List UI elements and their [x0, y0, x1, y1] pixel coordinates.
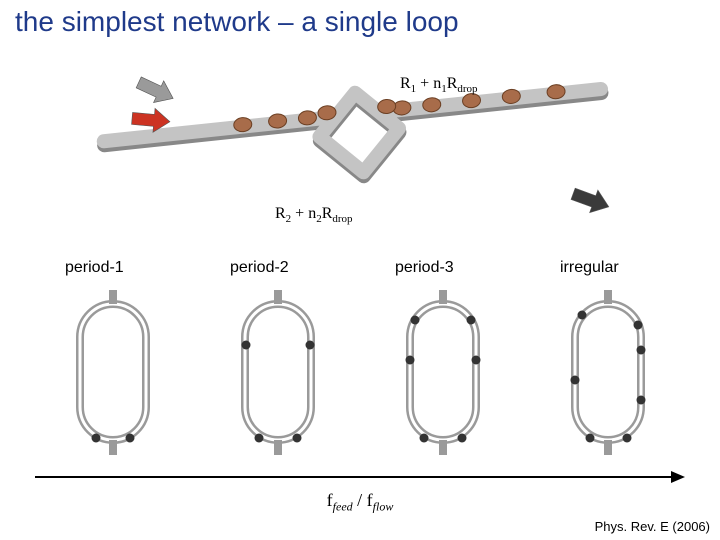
label-period-2: period-2: [230, 259, 289, 277]
axis-caption: ffeed / fflow: [0, 490, 720, 515]
loops-row: [30, 285, 690, 460]
loop-diagram-3: [383, 290, 503, 455]
loop-diagram-1: [53, 290, 173, 455]
loop-diagram-2: [218, 290, 338, 455]
slide-title: the simplest network – a single loop: [15, 6, 459, 38]
label-period-1: period-1: [65, 259, 124, 277]
label-period-3: period-3: [395, 259, 454, 277]
label-irregular: irregular: [560, 259, 619, 277]
axis-arrow: [35, 470, 685, 484]
loop-diagram-4: [548, 290, 668, 455]
main-network-diagram: [95, 55, 615, 225]
equation-bottom: R2 + n2Rdrop: [275, 205, 353, 225]
equation-top: R1 + n1Rdrop: [400, 75, 478, 95]
citation: Phys. Rev. E (2006): [595, 519, 710, 534]
main-network-svg: [95, 55, 615, 225]
